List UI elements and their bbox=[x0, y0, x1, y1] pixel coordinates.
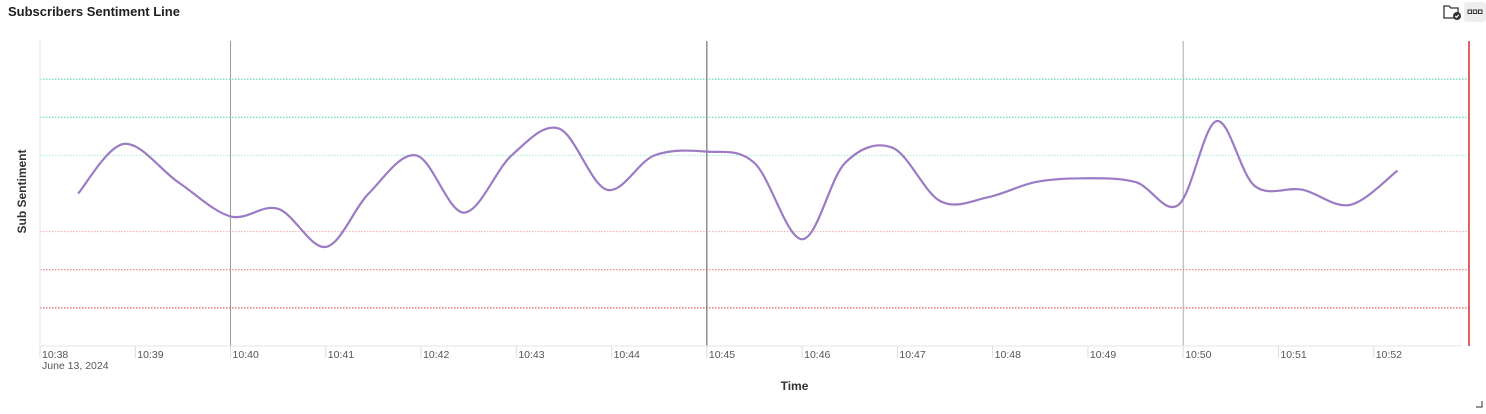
x-tick-label: 10:46 bbox=[804, 349, 830, 361]
panel-title: Subscribers Sentiment Line bbox=[8, 4, 180, 19]
x-tick-label: 10:38 bbox=[42, 349, 68, 361]
x-axis-title: Time bbox=[781, 379, 809, 393]
axes bbox=[39, 41, 1462, 347]
reference-lines bbox=[40, 78, 1469, 309]
x-tick-label: 10:48 bbox=[995, 349, 1021, 361]
x-tick-label: 10:43 bbox=[518, 349, 544, 361]
x-tick-label: 10:45 bbox=[709, 349, 735, 361]
more-horizontal-icon bbox=[1467, 9, 1483, 14]
x-tick-label: 10:44 bbox=[614, 349, 640, 361]
x-tick-label: 10:40 bbox=[233, 349, 259, 361]
x-tick-label: 10:39 bbox=[137, 349, 163, 361]
more-options-button[interactable] bbox=[1464, 2, 1486, 22]
x-tick-label: 10:41 bbox=[328, 349, 354, 361]
x-tick-label: 10:50 bbox=[1185, 349, 1211, 361]
x-tick-label: 10:47 bbox=[899, 349, 925, 361]
x-axis-date-label: June 13, 2024 bbox=[42, 360, 109, 372]
x-tick-label: 10:42 bbox=[423, 349, 449, 361]
x-axis-ticks: 10:38 10:39 10:40 10:41 10:42 10:43 10:44 10:45… bbox=[39, 346, 1402, 361]
series-line-sub-sentiment bbox=[77, 120, 1399, 249]
resize-corner-icon[interactable] bbox=[1474, 396, 1484, 408]
vertical-markers bbox=[230, 41, 1470, 346]
folder-check-icon[interactable] bbox=[1442, 3, 1462, 21]
y-axis-title: Sub Sentiment bbox=[15, 149, 29, 233]
x-tick-label: 10:49 bbox=[1090, 349, 1116, 361]
x-tick-label: 10:52 bbox=[1376, 349, 1402, 361]
x-tick-label: 10:51 bbox=[1280, 349, 1306, 361]
